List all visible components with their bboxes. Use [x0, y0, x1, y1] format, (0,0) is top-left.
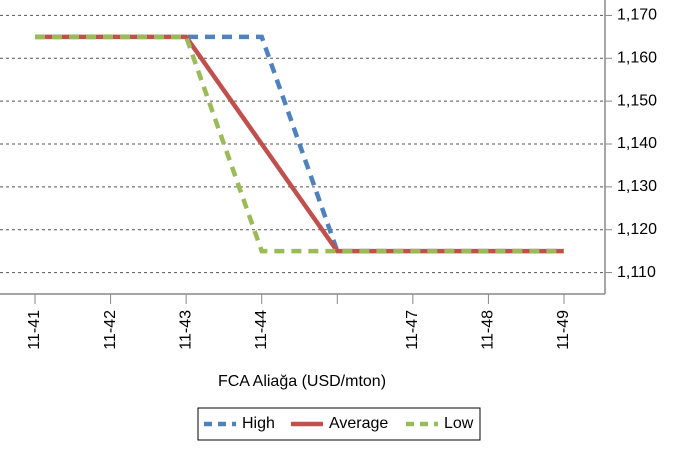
legend-label: High	[242, 415, 275, 432]
x-tick-label: 11-42	[102, 310, 119, 350]
line-series	[35, 34, 564, 254]
x-tick-label: 11-44	[253, 310, 270, 350]
x-tick-label: 11-48	[480, 310, 497, 350]
y-tick-label: 1,110	[617, 264, 656, 281]
legend-label: Low	[444, 415, 474, 432]
legend-label: Average	[329, 415, 388, 432]
y-tick-label: 1,130	[617, 178, 657, 195]
y-tick-label: 1,140	[617, 135, 657, 152]
legend-box	[197, 407, 481, 441]
x-axis-title: FCA Aliağa (USD/mton)	[218, 373, 386, 390]
y-tick-label: 1,170	[617, 7, 657, 24]
y-tick-label: 1,160	[617, 50, 657, 67]
x-tick-label: 11-43	[177, 310, 194, 350]
x-tick-label: 11-49	[555, 310, 572, 350]
y-tick-label: 1,120	[617, 221, 657, 238]
x-tick-label: 11-41	[26, 310, 43, 350]
x-tick-label: 11-47	[404, 310, 421, 350]
y-tick-label: 1,150	[617, 92, 657, 109]
